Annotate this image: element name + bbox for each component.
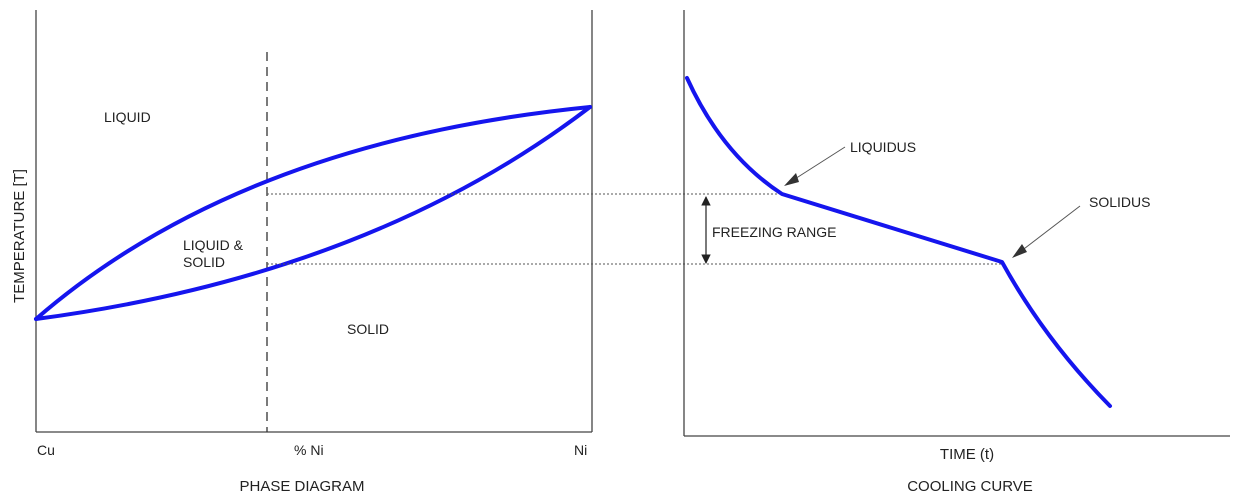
liquid-solid-region-label-line1: LIQUID & [183,237,244,253]
solidus-pointer [1015,205,1081,256]
temperature-axis-label: TEMPERATURE [T] [11,169,28,303]
cooling-curve-caption: COOLING CURVE [907,478,1033,494]
x-label-cu: Cu [37,442,55,458]
freezing-range-label: FREEZING RANGE [712,224,836,240]
liquidus-pointer-head [784,173,799,186]
time-axis-label: TIME (t) [940,446,994,463]
cooling-curve-line [685,76,1112,408]
phase-diagram-caption: PHASE DIAGRAM [239,478,364,494]
solidus-pointer-head [1012,244,1027,258]
liquidus-label: LIQUIDUS [850,139,916,155]
solidus-label: SOLIDUS [1089,194,1150,210]
liquid-region-label: LIQUID [104,109,151,125]
x-label-percent-ni: % Ni [294,442,324,458]
liquid-solid-region-label-line2: SOLID [183,254,225,270]
phase-diagram: LIQUID LIQUID & SOLID SOLID Cu % Ni Ni T… [11,10,593,494]
solidus-line [34,105,592,321]
cooling-curve: FREEZING RANGE LIQUIDUS SOLIDUS TIME (t)… [683,10,1230,494]
solid-region-label: SOLID [347,321,389,337]
liquidus-line [34,105,592,321]
x-label-ni: Ni [574,442,587,458]
